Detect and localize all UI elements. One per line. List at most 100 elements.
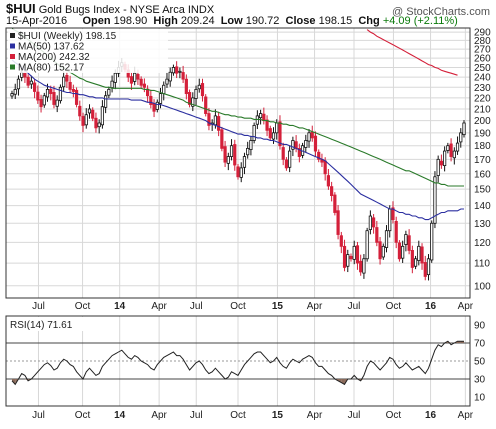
candle-body	[197, 84, 201, 90]
candle-body	[97, 122, 101, 128]
candle-body	[171, 67, 176, 74]
high-value: 209.24	[180, 15, 215, 27]
candle-body	[268, 128, 272, 139]
price-y-tick-label: 260	[474, 54, 491, 65]
ma50-line	[11, 59, 464, 221]
open-label: Open	[82, 15, 111, 27]
price-x-tick-label: Apr	[151, 301, 167, 312]
candle-body	[236, 166, 240, 178]
candle-body	[323, 160, 327, 175]
candle-body	[346, 254, 350, 267]
candle-body	[33, 82, 37, 92]
chg-label: Chg	[358, 15, 380, 27]
legend-entry: MA(50) 137.62	[18, 42, 85, 53]
rsi-y-tick-label: 90	[474, 321, 486, 332]
candle-body	[297, 147, 301, 157]
candle-body	[349, 255, 353, 260]
candle-body	[394, 221, 398, 243]
price-x-tick-label: Oct	[386, 301, 402, 312]
candle-body	[178, 70, 182, 73]
rsi-x-axis: Jul Oct 14 Apr Jul Oct 15 Apr Jul Oct 16 Apr	[32, 410, 474, 421]
candle-body	[410, 250, 414, 268]
candle-body	[78, 105, 82, 117]
candle-body	[110, 80, 114, 89]
price-x-tick-label: 14	[114, 301, 126, 312]
candle-body	[181, 72, 185, 80]
price-y-tick-label: 130	[474, 219, 491, 230]
candle-body	[149, 95, 153, 105]
rsi-y-tick-label: 10	[474, 393, 486, 404]
candle-body	[397, 242, 402, 260]
candle-body	[74, 89, 79, 105]
quote-summary: 15-Apr-2016 Open 198.90 High 209.24 Low …	[6, 15, 492, 27]
candle-body	[407, 235, 411, 251]
candle-body	[191, 97, 195, 107]
candle-body	[16, 78, 21, 90]
candle-body	[258, 113, 263, 119]
candle-body	[104, 95, 108, 108]
candle-body	[139, 78, 143, 86]
candle-body	[168, 71, 172, 82]
legend-entry: MA(200) 242.32	[18, 52, 90, 63]
chg-value: +4.09 (+2.11%)	[382, 15, 458, 27]
candle-body	[365, 230, 369, 260]
rsi-x-tick-label: Apr	[151, 410, 167, 421]
close-label: Close	[285, 15, 316, 27]
candle-body	[446, 145, 450, 151]
candle-body	[152, 103, 156, 112]
price-candles	[10, 58, 466, 281]
price-x-tick-label: Apr	[307, 301, 323, 312]
candle-body	[52, 92, 56, 105]
price-y-tick-label: 150	[474, 185, 491, 196]
rsi-x-tick-label: Oct	[386, 410, 402, 421]
ma200-line	[366, 29, 458, 76]
candle-body	[371, 217, 376, 228]
price-y-tick-label: 200	[474, 116, 491, 127]
candle-body	[184, 78, 188, 95]
candle-body	[204, 96, 208, 114]
candle-body	[391, 207, 395, 221]
candle-body	[378, 241, 382, 260]
price-x-tick-label: Jul	[348, 301, 361, 312]
candle-body	[404, 234, 408, 245]
candle-body	[362, 258, 366, 274]
candle-body	[275, 122, 279, 134]
candle-body	[194, 88, 198, 99]
candle-body	[55, 99, 59, 107]
candle-body	[281, 147, 285, 160]
candle-body	[23, 73, 27, 78]
legend-bg	[8, 29, 168, 73]
candle-body	[384, 230, 389, 248]
candle-body	[459, 132, 463, 143]
candle-body	[339, 235, 343, 247]
candle-body	[278, 121, 282, 147]
price-x-axis: Jul Oct 14 Apr Jul Oct 15 Apr Jul Oct 16 Apr	[32, 301, 474, 312]
candle-body	[220, 129, 224, 149]
quote-date: 15-Apr-2016	[6, 15, 68, 27]
candle-body	[71, 88, 75, 92]
candle-body	[10, 93, 14, 97]
candle-body	[313, 135, 318, 152]
rsi-legend-text: RSI(14) 71.61	[10, 320, 73, 331]
candle-body	[439, 160, 444, 166]
price-y-tick-label: 230	[474, 83, 491, 94]
candle-body	[426, 258, 431, 276]
index-name: Gold Bugs Index - NYSE Arca INDX	[38, 4, 215, 16]
candle-body	[452, 150, 456, 159]
legend-swatch	[10, 64, 15, 70]
price-x-tick-label: Oct	[230, 301, 246, 312]
candle-body	[333, 194, 337, 213]
candle-body	[443, 150, 447, 167]
rsi-x-tick-label: 14	[114, 410, 126, 421]
rsi-x-tick-label: Jul	[32, 410, 45, 421]
price-y-tick-label: 220	[474, 93, 491, 104]
candle-body	[265, 119, 269, 131]
candle-body	[26, 76, 30, 86]
candle-body	[249, 140, 253, 150]
candle-body	[310, 131, 314, 139]
candle-body	[158, 93, 163, 104]
high-label: High	[153, 15, 178, 27]
candle-body	[58, 86, 63, 102]
